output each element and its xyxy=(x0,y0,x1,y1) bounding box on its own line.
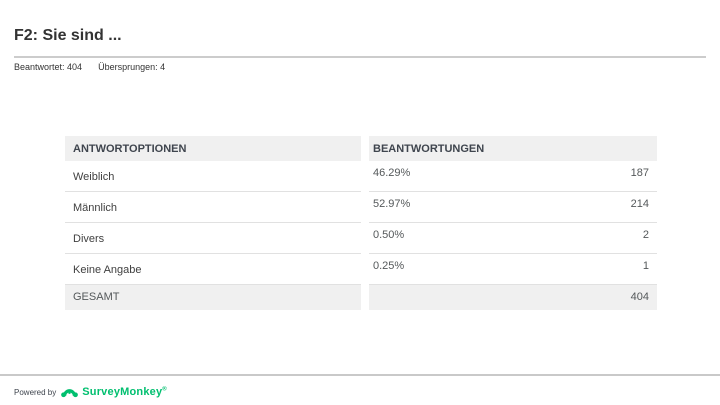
powered-by-label: Powered by xyxy=(14,387,57,397)
table-row: Keine Angabe 0.25% 1 xyxy=(65,254,657,285)
skipped-label: Übersprungen: xyxy=(98,62,158,72)
column-gap xyxy=(361,136,369,161)
answer-values: 46.29% 187 xyxy=(369,161,657,192)
table-row: Weiblich 46.29% 187 xyxy=(65,161,657,192)
results-table: ANTWORTOPTIONEN BEANTWORTUNGEN Weiblich … xyxy=(65,136,657,310)
answered-label: Beantwortet: xyxy=(14,62,65,72)
answer-percent: 52.97% xyxy=(373,198,411,210)
answer-percent: 46.29% xyxy=(373,167,411,179)
answer-option-label: Keine Angabe xyxy=(65,254,361,285)
answer-option-label: Weiblich xyxy=(65,161,361,192)
column-gap xyxy=(361,254,369,285)
answer-values: 0.50% 2 xyxy=(369,223,657,254)
answer-option-label: Männlich xyxy=(65,192,361,223)
table-total-row: GESAMT 404 xyxy=(65,285,657,310)
column-gap xyxy=(361,161,369,192)
column-header-responses: BEANTWORTUNGEN xyxy=(369,136,657,161)
answer-count: 214 xyxy=(630,198,649,210)
footer: Powered by SurveyMonkey® xyxy=(14,383,167,401)
answer-percent: 0.50% xyxy=(373,229,405,241)
column-gap xyxy=(361,223,369,254)
answer-values: 0.25% 1 xyxy=(369,254,657,285)
total-label: GESAMT xyxy=(65,285,361,310)
answer-values: 52.97% 214 xyxy=(369,192,657,223)
answered-stat: Beantwortet: 404 xyxy=(14,62,82,72)
response-stats: Beantwortet: 404 Übersprungen: 4 xyxy=(14,62,181,72)
column-gap xyxy=(361,192,369,223)
title-divider xyxy=(14,56,706,58)
answered-value: 404 xyxy=(67,62,83,72)
table-header-row: ANTWORTOPTIONEN BEANTWORTUNGEN xyxy=(65,136,657,161)
skipped-value: 4 xyxy=(160,62,166,72)
skipped-stat: Übersprungen: 4 xyxy=(98,62,165,72)
page-title: F2: Sie sind ... xyxy=(14,27,122,44)
surveymonkey-brand-link[interactable]: SurveyMonkey® xyxy=(82,386,167,398)
trademark-symbol: ® xyxy=(162,386,167,393)
footer-divider xyxy=(0,374,720,376)
column-gap xyxy=(361,285,369,310)
table-row: Divers 0.50% 2 xyxy=(65,223,657,254)
answer-percent: 0.25% xyxy=(373,260,405,272)
answer-count: 1 xyxy=(642,260,649,272)
table-row: Männlich 52.97% 214 xyxy=(65,192,657,223)
brand-name-text: SurveyMonkey xyxy=(82,386,163,398)
answer-count: 187 xyxy=(630,167,649,179)
column-header-options: ANTWORTOPTIONEN xyxy=(65,136,361,161)
surveymonkey-logo-icon[interactable] xyxy=(61,385,79,400)
answer-option-label: Divers xyxy=(65,223,361,254)
total-count: 404 xyxy=(369,285,657,310)
answer-count: 2 xyxy=(642,229,649,241)
